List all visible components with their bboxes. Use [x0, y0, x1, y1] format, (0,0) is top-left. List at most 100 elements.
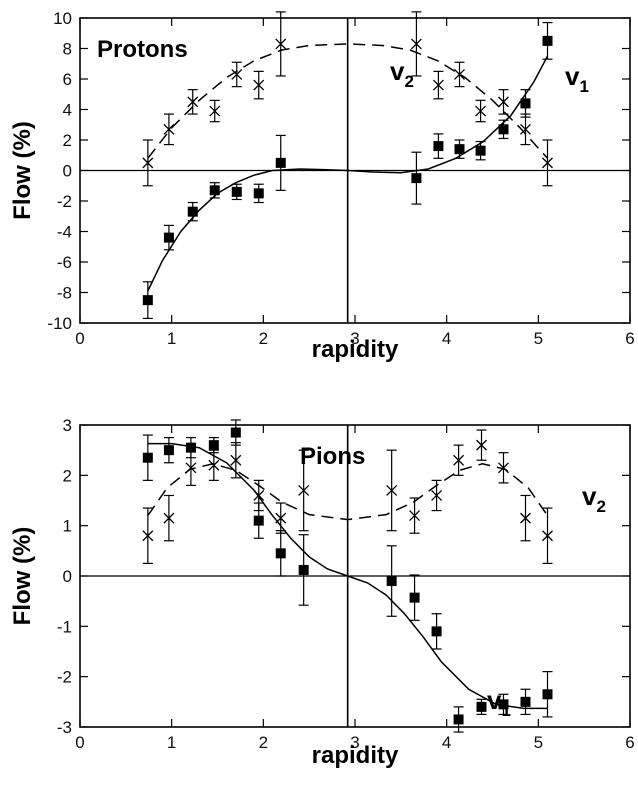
- panel0-v1-point: [498, 124, 509, 135]
- panel0-v2-point: [275, 38, 287, 50]
- panel1-v1-series-subscript: 1: [501, 701, 510, 720]
- panel1-x-tick-label: 5: [534, 733, 543, 752]
- panel1-panel-label: Pions: [300, 443, 365, 470]
- panel0-v2-point-stroke: [209, 105, 221, 117]
- panel1-x-axis-title: rapidity: [312, 742, 399, 769]
- panel1-v2-point: [208, 459, 220, 471]
- panel0-v1-point: [454, 144, 465, 155]
- panel1-v1-point: [163, 445, 174, 456]
- panel0-v2-point-stroke: [163, 123, 175, 135]
- panel1-v1-series-label: v1: [487, 685, 511, 720]
- panel1-v2-point-stroke: [520, 512, 531, 524]
- panel1-v1-point: [185, 442, 196, 453]
- panel1-x-tick-label: 1: [167, 733, 176, 752]
- panel1-v2-point-stroke: [498, 462, 509, 474]
- panel1-v2-point: [431, 490, 443, 501]
- panel1-y-tick-label: -3: [57, 718, 72, 737]
- panel1-v2-series-letter: v: [582, 481, 597, 511]
- panel1-v2-point: [386, 484, 398, 496]
- panel0-v2-point-stroke: [231, 68, 243, 80]
- panel0-v2-point-stroke: [275, 38, 287, 50]
- panel0-x-tick-label: 1: [167, 329, 176, 348]
- panel0-v1-series-label: v1: [565, 61, 589, 96]
- panel0-v2-point: [142, 157, 154, 169]
- panel0-v1-point: [142, 295, 153, 306]
- panel0-v1-point: [253, 188, 264, 199]
- panel1-v2-point: [142, 530, 154, 542]
- panel0-v2-point-stroke: [432, 79, 444, 91]
- panel0-v2-point-stroke: [520, 123, 531, 135]
- panel0-v2-point: [542, 157, 553, 169]
- panel1-v1-point: [431, 626, 442, 637]
- panel1-v2-point: [542, 530, 553, 542]
- panel1-v2-fit-curve: [147, 463, 549, 521]
- panel0-v1-point: [411, 173, 422, 184]
- panel0-v2-point: [187, 96, 199, 108]
- panel0-v2-series-label: v2: [390, 56, 414, 91]
- panel1-v1-series-letter: v: [487, 685, 502, 715]
- panel1-v1-point: [453, 714, 464, 725]
- panel1-v2-point-stroke: [208, 459, 220, 471]
- panel0-x-axis-title: rapidity: [312, 336, 399, 363]
- panel1-v2-point-stroke: [298, 484, 310, 496]
- panel1-v2-point: [498, 462, 509, 474]
- panel0-v1-series-subscript: 1: [579, 77, 588, 96]
- panel1-v1-point: [253, 515, 264, 526]
- panel1-v2-point-stroke: [230, 454, 242, 466]
- panel1-x-tick-label: 0: [75, 733, 84, 752]
- panel0-v1-point: [475, 145, 486, 156]
- panel0-v2-point: [498, 96, 509, 108]
- panel1-v2-point: [520, 512, 531, 524]
- panel0-v1-point: [520, 98, 531, 109]
- panel1-v1-point: [386, 576, 397, 587]
- panel1-v2-point-stroke: [163, 512, 175, 524]
- panel1-v2-point-stroke: [431, 490, 443, 501]
- panel1-x-tick-label: 3: [350, 733, 359, 752]
- panel0-v2-point-stroke: [187, 96, 199, 108]
- panel0-y-axis-title: Flow (%): [9, 121, 36, 220]
- panel1-v1-point: [542, 689, 553, 700]
- panel0-v2-point: [253, 79, 265, 91]
- panel0-y-tick-label: 0: [63, 162, 72, 181]
- panel0-v1-point: [433, 141, 444, 152]
- panel0-y-tick-label: -6: [57, 253, 72, 272]
- panel0-y-tick-label: -4: [57, 223, 72, 242]
- panel1-v1-point: [409, 592, 420, 603]
- panel1-x-tick-label: 6: [625, 733, 634, 752]
- panel0-v2-point-stroke: [142, 157, 154, 169]
- panel0-v1-series-letter: v: [565, 61, 580, 91]
- panel1-v2-point: [453, 454, 465, 466]
- panel0-x-tick-label: 0: [75, 329, 84, 348]
- panel1-v2-point-stroke: [386, 484, 398, 496]
- panel0-v2-fit-curve: [147, 43, 549, 159]
- panel0-v2-point-stroke: [475, 105, 487, 117]
- panel0-v1-point: [209, 185, 220, 196]
- panel1-v2-point-stroke: [542, 530, 553, 542]
- panel0-v1-point: [542, 35, 553, 46]
- panel1-y-tick-label: -2: [57, 668, 72, 687]
- panel1-v2-point-stroke: [275, 512, 287, 524]
- protons-chart: 0 1 2 3 4 5 6 -10 -8 -6 -4 -2 0 2 4 6 8 10 rapidity Flow (%…: [9, 9, 635, 363]
- panel1-y-axis-title: Flow (%): [9, 527, 36, 626]
- panel1-v1-point: [142, 452, 153, 463]
- panel0-x-tick-label: 4: [442, 329, 451, 348]
- panel1-x-tick-label: 4: [442, 733, 451, 752]
- panel0-v2-point-stroke: [542, 157, 553, 169]
- panel0-v2-point: [209, 105, 221, 117]
- panel1-v2-point-stroke: [476, 439, 487, 451]
- panel0-v2-point: [163, 123, 175, 135]
- panel1-v2-point: [185, 462, 197, 474]
- panel1-v2-point: [476, 439, 487, 451]
- panel0-x-tick-label: 2: [259, 329, 268, 348]
- panel1-v1-point: [520, 696, 531, 707]
- panel0-y-tick-label: 6: [63, 70, 72, 89]
- panel1-y-tick-label: 0: [63, 567, 72, 586]
- panel1-v2-series-subscript: 2: [596, 497, 605, 516]
- panel0-v1-point: [187, 206, 198, 217]
- panel1-v2-point: [275, 512, 287, 524]
- panel0-x-tick-label: 5: [534, 329, 543, 348]
- panel0-y-tick-label: -10: [47, 314, 72, 333]
- panel0-y-tick-label: 8: [63, 40, 72, 59]
